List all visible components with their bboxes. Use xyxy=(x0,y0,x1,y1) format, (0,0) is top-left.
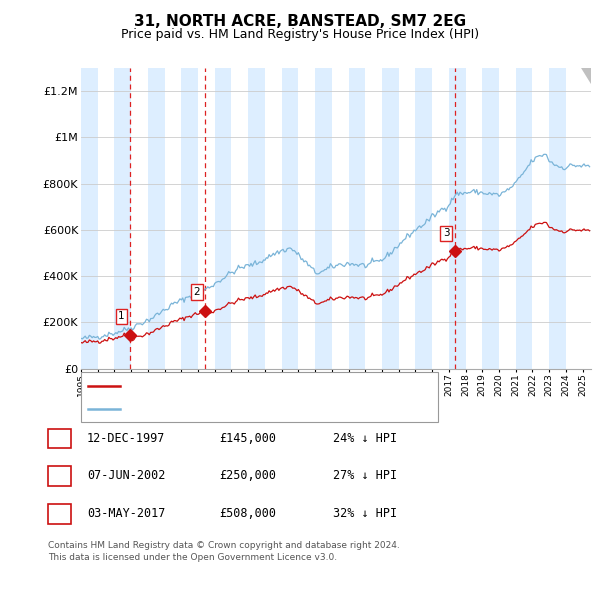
Text: Price paid vs. HM Land Registry's House Price Index (HPI): Price paid vs. HM Land Registry's House … xyxy=(121,28,479,41)
Bar xyxy=(181,68,198,369)
Text: 2: 2 xyxy=(55,469,64,482)
Bar xyxy=(382,68,399,369)
Bar xyxy=(248,68,265,369)
Text: £508,000: £508,000 xyxy=(219,507,276,520)
Bar xyxy=(415,68,432,369)
Text: £145,000: £145,000 xyxy=(219,432,276,445)
Text: 31, NORTH ACRE, BANSTEAD, SM7 2EG (detached house): 31, NORTH ACRE, BANSTEAD, SM7 2EG (detac… xyxy=(126,381,425,391)
Text: 32% ↓ HPI: 32% ↓ HPI xyxy=(333,507,397,520)
Text: 31, NORTH ACRE, BANSTEAD, SM7 2EG: 31, NORTH ACRE, BANSTEAD, SM7 2EG xyxy=(134,14,466,28)
Text: 1: 1 xyxy=(55,432,64,445)
Text: 2: 2 xyxy=(194,287,200,297)
Bar xyxy=(281,68,298,369)
Text: Contains HM Land Registry data © Crown copyright and database right 2024.: Contains HM Land Registry data © Crown c… xyxy=(48,541,400,550)
Text: 3: 3 xyxy=(55,507,64,520)
Text: 1: 1 xyxy=(118,312,125,322)
Text: £250,000: £250,000 xyxy=(219,469,276,482)
Bar xyxy=(215,68,232,369)
Text: 03-MAY-2017: 03-MAY-2017 xyxy=(87,507,166,520)
Bar xyxy=(349,68,365,369)
Bar xyxy=(482,68,499,369)
Bar xyxy=(115,68,131,369)
Bar xyxy=(315,68,332,369)
Text: 27% ↓ HPI: 27% ↓ HPI xyxy=(333,469,397,482)
Text: 24% ↓ HPI: 24% ↓ HPI xyxy=(333,432,397,445)
Text: 3: 3 xyxy=(443,228,449,238)
Text: HPI: Average price, detached house, Reigate and Banstead: HPI: Average price, detached house, Reig… xyxy=(126,404,434,414)
Bar xyxy=(516,68,532,369)
Text: This data is licensed under the Open Government Licence v3.0.: This data is licensed under the Open Gov… xyxy=(48,553,337,562)
Bar xyxy=(549,68,566,369)
Polygon shape xyxy=(581,68,591,84)
Text: 07-JUN-2002: 07-JUN-2002 xyxy=(87,469,166,482)
Bar xyxy=(148,68,164,369)
Bar xyxy=(81,68,98,369)
Text: 12-DEC-1997: 12-DEC-1997 xyxy=(87,432,166,445)
Bar xyxy=(449,68,466,369)
